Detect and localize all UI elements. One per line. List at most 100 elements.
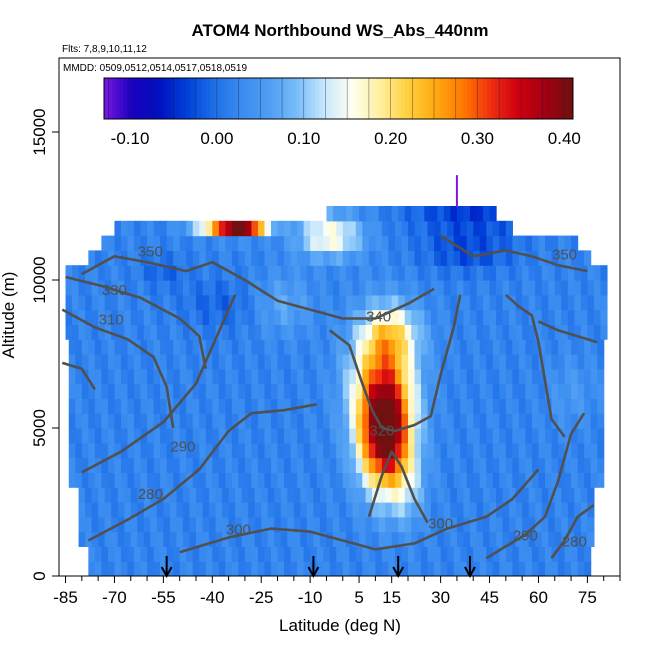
heatmap-cell	[192, 250, 200, 266]
heatmap-cell	[544, 250, 553, 266]
heatmap-cell	[186, 220, 194, 237]
heatmap-cell	[473, 250, 481, 266]
heatmap-cell	[137, 294, 145, 311]
heatmap-cell	[238, 472, 246, 488]
heatmap-cell	[489, 502, 497, 518]
heatmap-cell	[571, 235, 579, 251]
heatmap-cell	[91, 516, 99, 533]
heatmap-cell	[65, 294, 73, 311]
heatmap-cell	[538, 250, 546, 266]
heatmap-cell	[293, 280, 301, 296]
heatmap-cell	[160, 457, 168, 473]
heatmap-cell	[329, 339, 337, 355]
heatmap-cell	[277, 472, 285, 488]
heatmap-cell	[388, 250, 396, 266]
heatmap-cell	[75, 398, 83, 414]
heatmap-cell	[359, 324, 367, 340]
heatmap-cell	[593, 294, 602, 311]
heatmap-cell	[137, 280, 145, 296]
heatmap-cell	[147, 220, 155, 237]
heatmap-cell	[195, 531, 204, 547]
heatmap-cell	[561, 280, 569, 296]
heatmap-cell	[394, 457, 403, 473]
heatmap-cell	[313, 324, 321, 340]
heatmap-cell	[447, 428, 455, 444]
heatmap-cell	[101, 398, 109, 414]
heatmap-cell	[349, 413, 357, 429]
heatmap-cell	[528, 280, 536, 296]
heatmap-cell	[117, 294, 125, 311]
heatmap-cell	[404, 206, 412, 222]
heatmap-cell	[231, 220, 239, 237]
heatmap-cell	[326, 487, 334, 503]
heatmap-cell	[244, 368, 253, 385]
heatmap-cell	[274, 280, 282, 296]
heatmap-cell	[388, 354, 396, 370]
heatmap-cell	[567, 265, 575, 281]
heatmap-cell	[518, 398, 527, 414]
heatmap-cell	[225, 561, 233, 576]
axes: -85 -70 -55 -40 -25 -10 5 15 30 45 60 7505000100001…	[30, 57, 621, 607]
heatmap-cell	[124, 487, 132, 503]
heatmap-cell	[257, 250, 266, 266]
heatmap-cell	[306, 531, 314, 547]
heatmap-cell	[424, 294, 432, 311]
heatmap-cell	[355, 457, 363, 473]
heatmap-cell	[404, 324, 412, 340]
heatmap-cell	[160, 442, 168, 459]
heatmap-cell	[257, 354, 266, 370]
heatmap-cell	[486, 472, 494, 488]
heatmap-cell	[453, 250, 461, 266]
heatmap-cell	[248, 265, 256, 281]
heatmap-cell	[284, 561, 292, 576]
heatmap-cell	[538, 561, 546, 576]
heatmap-cell	[235, 502, 243, 518]
heatmap-cell	[558, 442, 566, 459]
colorbar-frame	[103, 77, 574, 120]
heatmap-cell	[143, 265, 151, 281]
heatmap-cell	[512, 457, 520, 473]
heatmap-cell	[153, 398, 161, 414]
heatmap-cell	[303, 546, 311, 562]
heatmap-cell	[323, 442, 331, 459]
heatmap-cell	[352, 531, 360, 547]
heatmap-cell	[189, 516, 197, 533]
heatmap-cell	[300, 309, 308, 325]
heatmap-cell	[212, 442, 220, 459]
heatmap-cell	[463, 487, 471, 503]
heatmap-cell	[231, 457, 239, 473]
heatmap-cell	[235, 324, 243, 340]
heatmap-cell	[362, 428, 370, 444]
heatmap-cell	[590, 383, 598, 399]
heatmap-cell	[209, 324, 217, 340]
heatmap-cell	[479, 220, 487, 237]
heatmap-cell	[440, 383, 448, 399]
x-tick-label: 30	[431, 588, 450, 607]
heatmap-cell	[518, 368, 527, 385]
heatmap-cell	[339, 516, 347, 533]
heatmap-cell	[518, 339, 527, 355]
heatmap-cell	[107, 354, 116, 370]
heatmap-cell	[88, 472, 96, 488]
heatmap-cell	[111, 294, 119, 311]
heatmap-cell	[235, 280, 243, 296]
heatmap-cell	[290, 383, 298, 399]
heatmap-cell	[486, 428, 494, 444]
heatmap-cell	[407, 472, 416, 488]
heatmap-cell	[316, 428, 324, 444]
heatmap-cell	[65, 309, 73, 325]
heatmap-cell	[329, 398, 337, 414]
heatmap-cell	[362, 235, 370, 251]
heatmap-cell	[496, 531, 504, 547]
heatmap-cell	[153, 561, 161, 576]
heatmap-cell	[251, 413, 259, 429]
heatmap-cell	[355, 546, 363, 562]
colorbar-segment	[541, 78, 547, 119]
heatmap-cell	[362, 457, 370, 473]
heatmap-cell	[499, 428, 507, 444]
heatmap-cell	[522, 502, 530, 518]
heatmap-cell	[134, 220, 142, 237]
heatmap-cell	[319, 516, 328, 533]
plot-frame	[58, 57, 621, 577]
colorbar-segment	[303, 78, 308, 119]
